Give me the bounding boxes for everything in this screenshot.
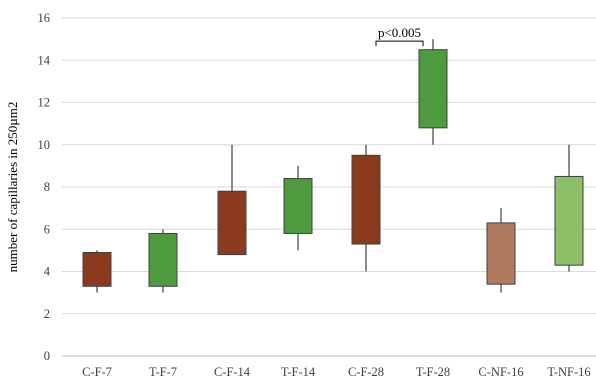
- x-tick-label: C-NF-16: [478, 365, 523, 378]
- box-body: [418, 49, 448, 129]
- box-T-F-14: [283, 165, 313, 251]
- y-tick-label: 14: [38, 53, 51, 67]
- box-body: [283, 178, 313, 234]
- x-tick-label: C-F-14: [214, 365, 251, 378]
- box-C-F-14: [217, 144, 247, 256]
- box-body: [217, 190, 247, 256]
- y-axis-ticks: 0 2 4 6 8 10 12 14 16: [38, 11, 51, 363]
- x-tick-label: C-F-7: [82, 365, 112, 378]
- boxes: [82, 39, 584, 293]
- box-body: [148, 232, 178, 287]
- y-tick-label: 8: [44, 180, 50, 194]
- box-body: [82, 251, 112, 287]
- x-tick-label: T-F-7: [149, 365, 177, 378]
- x-tick-label: T-F-28: [416, 365, 450, 378]
- box-C-F-7: [82, 250, 112, 293]
- significance-bracket: [375, 40, 424, 47]
- y-tick-label: 4: [44, 265, 51, 279]
- box-T-F-7: [148, 229, 178, 293]
- box-C-NF-16: [486, 208, 516, 293]
- box-body: [486, 222, 516, 285]
- box-T-NF-16: [554, 144, 584, 272]
- y-tick-label: 6: [44, 222, 50, 236]
- x-tick-label: C-F-28: [348, 365, 384, 378]
- significance-annotation: p<0.005: [375, 25, 424, 47]
- box-body: [554, 175, 584, 266]
- y-tick-label: 12: [38, 96, 51, 110]
- x-tick-label: T-NF-16: [547, 365, 590, 378]
- y-tick-label: 16: [38, 11, 51, 25]
- x-tick-label: T-F-14: [281, 365, 316, 378]
- y-axis-title: number of capillaries in 250µm2: [5, 102, 20, 273]
- box-body: [351, 154, 381, 245]
- gridlines: [62, 17, 596, 315]
- y-tick-label: 10: [38, 138, 51, 152]
- y-tick-label: 0: [44, 349, 50, 363]
- y-tick-label: 2: [44, 307, 50, 321]
- significance-label: p<0.005: [378, 25, 421, 40]
- box-T-F-28: [418, 39, 448, 145]
- x-axis: C-F-7 T-F-7 C-F-14 T-F-14 C-F-28 T-F-28 C-NF-1…: [62, 355, 596, 378]
- box-C-F-28: [351, 144, 381, 272]
